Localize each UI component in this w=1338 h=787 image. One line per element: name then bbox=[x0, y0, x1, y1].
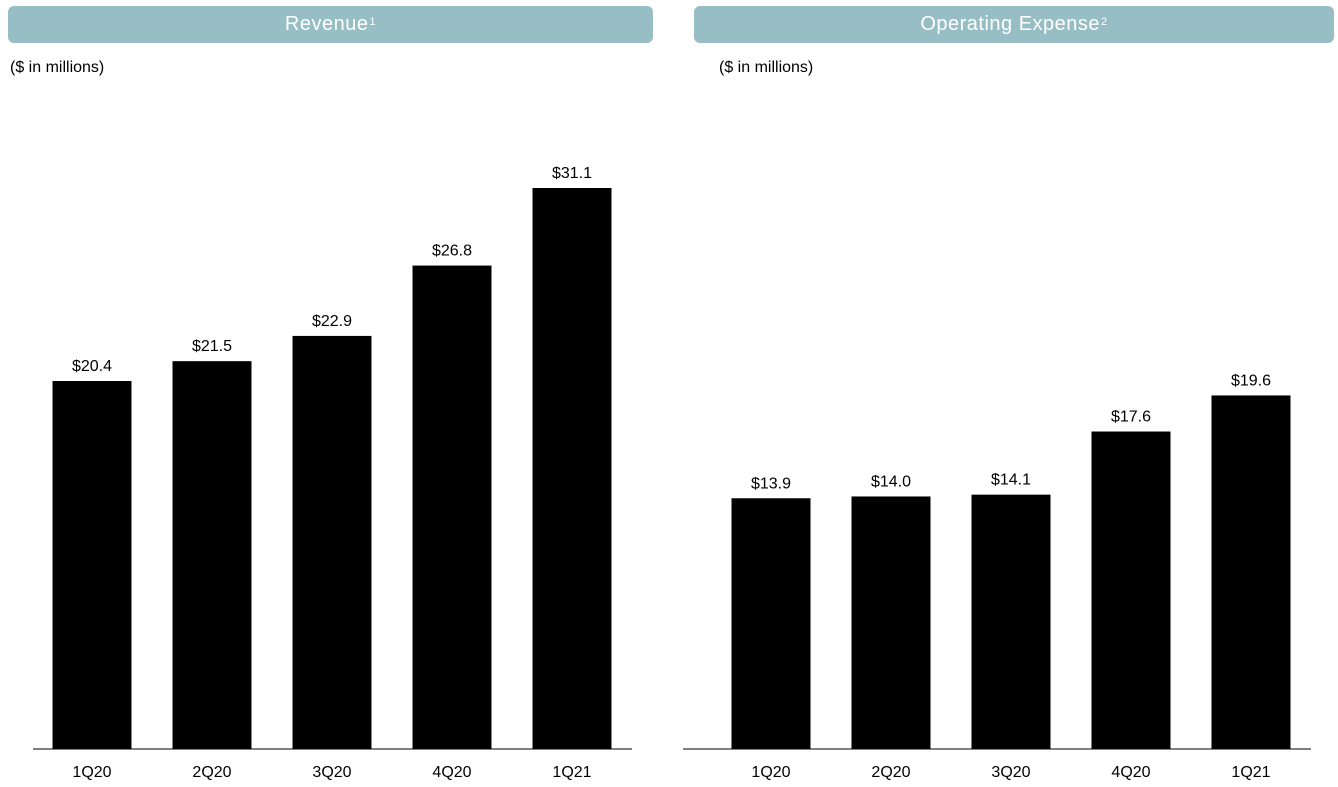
revenue-value-label: $21.5 bbox=[192, 338, 232, 355]
revenue-bar-1q20 bbox=[52, 381, 132, 749]
revenue-title-footnote: 1 bbox=[369, 15, 377, 28]
revenue-value-label: $20.4 bbox=[72, 358, 112, 375]
operating-expense-value-label: $17.6 bbox=[1111, 409, 1151, 426]
operating-expense-bar-1q20 bbox=[731, 498, 811, 749]
revenue-value-label: $22.9 bbox=[312, 313, 352, 330]
operating-expense-chart-header: Operating Expense 2 bbox=[694, 6, 1334, 43]
operating-expense-value-label: $14.1 bbox=[991, 472, 1031, 489]
revenue-bar-chart: $20.4 1Q20 $21.5 2Q20 $22.9 3Q20 $26.8 4Q20 $31.… bbox=[33, 165, 632, 781]
operating-expense-chart-panel: Operating Expense 2 ($ in millions) $13.9… bbox=[683, 0, 1338, 787]
operating-expense-bar-2q20 bbox=[851, 496, 931, 749]
operating-expense-x-tick-label: 2Q20 bbox=[871, 764, 910, 781]
revenue-value-label: $26.8 bbox=[432, 243, 472, 260]
operating-expense-bar-3q20 bbox=[971, 494, 1051, 749]
revenue-x-tick-label: 1Q20 bbox=[72, 764, 111, 781]
operating-expense-x-tick-label: 1Q21 bbox=[1231, 764, 1270, 781]
operating-expense-x-tick-label: 1Q20 bbox=[751, 764, 790, 781]
operating-expense-bar-4q20 bbox=[1091, 431, 1171, 749]
operating-expense-value-label: $14.0 bbox=[871, 473, 911, 490]
revenue-chart-header: Revenue 1 bbox=[8, 6, 653, 43]
revenue-x-tick-label: 3Q20 bbox=[312, 764, 351, 781]
revenue-bar-3q20 bbox=[292, 335, 372, 749]
operating-expense-x-tick-label: 3Q20 bbox=[991, 764, 1030, 781]
revenue-value-label: $31.1 bbox=[552, 165, 592, 182]
operating-expense-bar-1q21 bbox=[1211, 395, 1291, 749]
revenue-chart-panel: Revenue 1 ($ in millions) $20.4 1Q20 $21.5 2… bbox=[0, 0, 660, 787]
revenue-units-label: ($ in millions) bbox=[10, 59, 105, 76]
revenue-x-tick-label: 1Q21 bbox=[552, 764, 591, 781]
operating-expense-x-tick-label: 4Q20 bbox=[1111, 764, 1150, 781]
operating-expense-value-label: $13.9 bbox=[751, 475, 791, 492]
operating-expense-chart-title: Operating Expense bbox=[920, 13, 1101, 35]
revenue-x-tick-label: 4Q20 bbox=[432, 764, 471, 781]
revenue-bar-1q21 bbox=[532, 188, 612, 749]
revenue-bar-4q20 bbox=[412, 265, 492, 749]
operating-expense-title-footnote: 2 bbox=[1101, 15, 1108, 28]
operating-expense-value-label: $19.6 bbox=[1231, 372, 1271, 389]
revenue-bar-2q20 bbox=[172, 361, 252, 749]
operating-expense-bar-chart: $13.9 1Q20 $14.0 2Q20 $14.1 3Q20 $17.6 4Q20 $19.… bbox=[683, 372, 1311, 781]
revenue-x-tick-label: 2Q20 bbox=[192, 764, 231, 781]
revenue-chart-title: Revenue bbox=[284, 13, 369, 35]
operating-expense-units-label: ($ in millions) bbox=[719, 59, 814, 76]
